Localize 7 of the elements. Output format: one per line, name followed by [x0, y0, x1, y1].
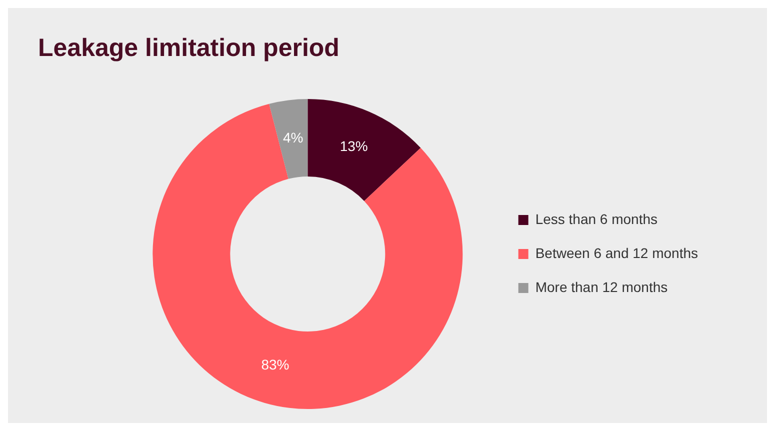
- data-label: 83%: [261, 356, 290, 372]
- chart-title: Leakage limitation period: [38, 34, 340, 63]
- legend-label: More than 12 months: [535, 278, 668, 295]
- legend-label: Between 6 and 12 months: [535, 244, 698, 261]
- data-label: 4%: [282, 130, 304, 146]
- legend-label: Less than 6 months: [535, 210, 658, 227]
- data-label: 13%: [340, 138, 368, 154]
